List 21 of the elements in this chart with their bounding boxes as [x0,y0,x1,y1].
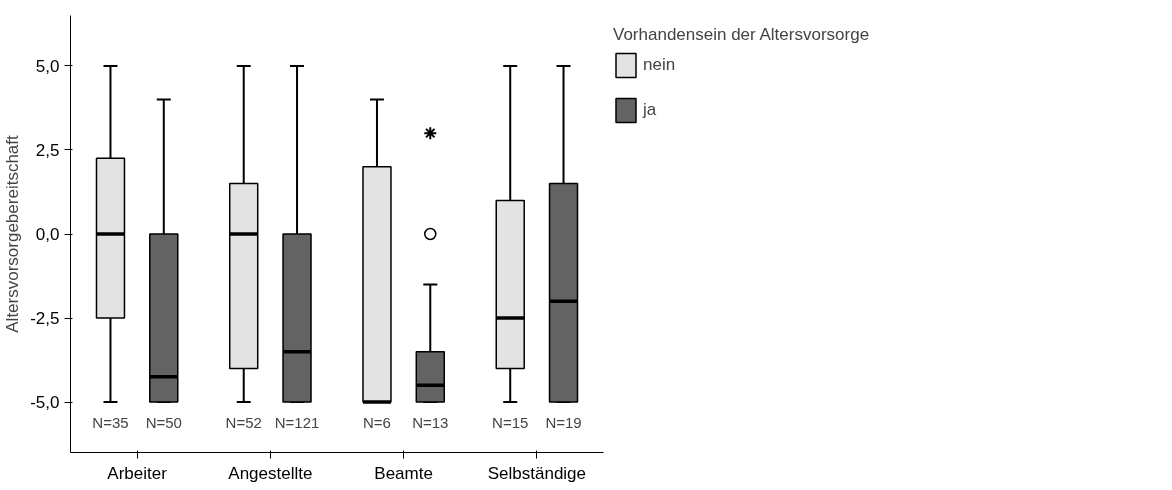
annotation: N=50 [145,413,182,431]
annotation: N=52 [225,413,262,431]
legend-label: nein [643,55,676,75]
y-tick-label: 0,0 [35,225,60,244]
annotation: N=13 [412,413,449,431]
y-tick-label: 2,5 [35,140,60,160]
y-tick-label: 5,0 [35,56,60,76]
x-tick-label: Selbständige [487,463,587,483]
annotation: N=19 [545,413,582,431]
y-tick-label: -2,5 [30,309,60,329]
legend-label: ja [643,100,658,120]
annotation: N=121 [274,413,320,431]
x-tick-label: Angestellte [228,463,313,483]
x-tick-label: Arbeiter [107,463,168,483]
annotation: N=6 [363,413,391,431]
annotation: N=35 [92,413,129,431]
x-tick-label: Beamte [374,463,433,483]
y-tick-label: -5,0 [30,393,60,413]
annotation: N=15 [492,413,529,431]
legend-title: Vorhandensein der Altersvorsorge [613,25,870,45]
y-axis-title: Altersvorsorgebereitschaft [3,134,23,333]
